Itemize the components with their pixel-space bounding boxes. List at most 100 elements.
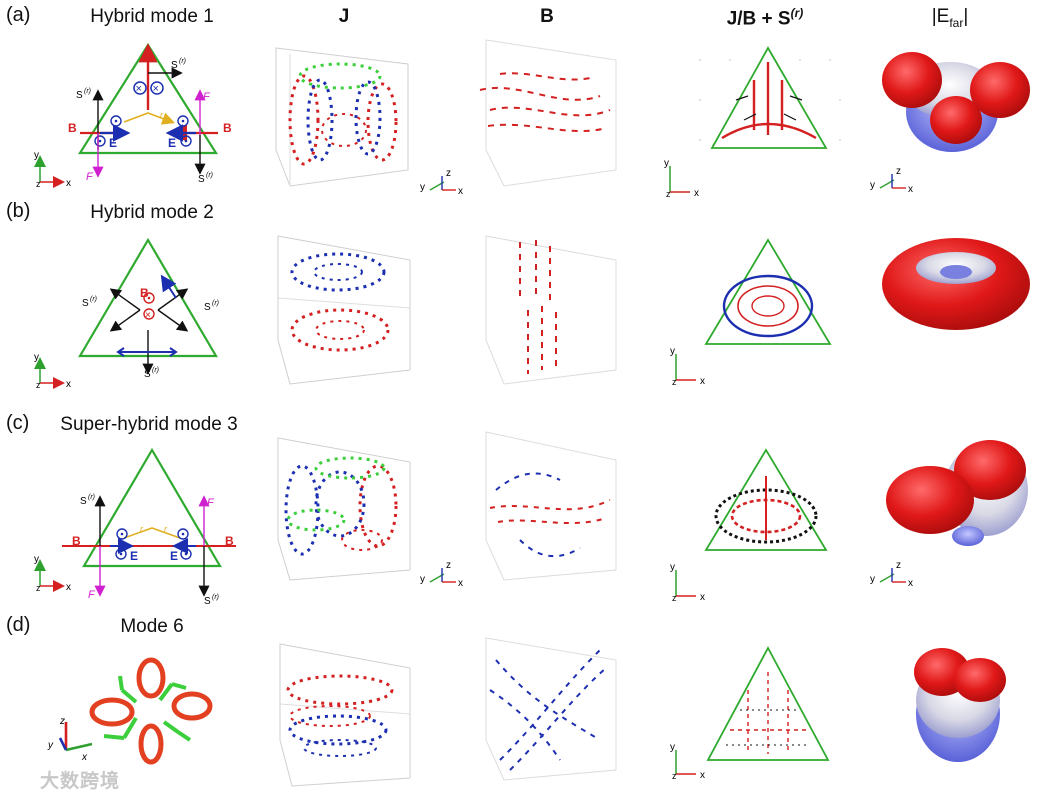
svg-text:(r): (r) [212,300,219,307]
jbs-panel-a: y x z [664,46,841,199]
svg-text:×: × [136,83,142,95]
svg-text:y: y [34,150,39,161]
jb-s-text: J/B + S [726,8,791,30]
svg-text:y: y [47,740,54,751]
jbs-panel-c: y x z [670,448,828,603]
watermark: 大数跨境 [40,771,121,792]
svg-text:x: x [458,578,463,589]
svg-text:y: y [420,182,425,193]
svg-text:x: x [700,376,705,387]
svg-text:z: z [36,179,41,189]
efar-panel-d [914,648,1006,762]
svg-text:B: B [68,121,77,135]
efar-close: | [963,6,969,27]
row-title-b: Hybrid mode 2 [90,202,214,223]
svg-text:(r): (r) [179,58,186,65]
svg-text:z: z [59,716,65,727]
svg-text:y: y [870,180,875,191]
svg-text:B: B [72,534,81,548]
svg-text:S: S [76,90,83,101]
svg-text:E: E [130,549,138,563]
svg-text:(r): (r) [84,88,91,95]
svg-text:(r): (r) [152,367,159,374]
svg-text:(r): (r) [212,594,219,601]
efar-sub: far [949,15,964,30]
schematic-d: z y x [47,657,213,765]
row-label-c: (c) [6,412,30,434]
svg-text:y: y [870,574,875,585]
svg-text:x: x [66,379,71,390]
svg-text:F: F [86,171,94,183]
b-panel-b [485,235,617,385]
column-header-efar: |Efar| [905,6,995,30]
svg-text:r: r [160,110,164,120]
svg-text:S: S [204,302,211,313]
schematic-c: r r B B E E S (r) F S (r) F yxz [34,447,236,607]
svg-text:S: S [82,298,89,309]
svg-text:z: z [36,583,41,593]
efar-panel-b [882,238,1030,330]
svg-text:E: E [170,549,178,563]
svg-text:y: y [670,562,675,573]
svg-text:B: B [225,534,234,548]
svg-text:r: r [164,524,168,534]
b-panel-a [479,39,617,187]
j-panel-b [277,235,411,385]
svg-text:r: r [140,524,144,534]
svg-text:E: E [163,277,171,291]
svg-text:S: S [80,496,87,507]
svg-text:z: z [672,593,677,603]
svg-text:y: y [420,574,425,585]
svg-text:(r): (r) [206,172,213,179]
efar-open: |E [931,6,950,27]
svg-text:S: S [171,60,178,71]
svg-text:y: y [34,352,39,363]
svg-text:z: z [446,168,451,179]
jbs-panel-b: y x z [670,238,832,387]
svg-text:B: B [223,121,232,135]
b-panel-c [485,431,617,581]
row-title-a: Hybrid mode 1 [90,6,214,27]
svg-text:x: x [908,578,913,589]
svg-text:x: x [66,178,71,189]
svg-text:y: y [664,158,669,169]
svg-text:z: z [672,377,677,387]
schematic-b: B × E S (r) S (r) S (r) yxz [34,237,219,390]
svg-text:F: F [88,589,96,601]
svg-text:z: z [672,771,677,781]
svg-text:y: y [34,554,39,565]
column-header-j: J [338,6,350,27]
jbs-panel-d: y x z [670,646,830,781]
svg-text:×: × [145,310,151,321]
svg-text:x: x [81,752,88,763]
svg-text:x: x [908,184,913,195]
jb-s-sup: (r) [790,6,804,20]
svg-text:×: × [153,83,159,95]
j-panel-a [275,47,409,187]
svg-text:z: z [896,560,901,571]
svg-text:(r): (r) [90,296,97,303]
axis-triad-a1: y zx [420,168,463,197]
efar-panel-a: y zx [870,52,1030,195]
svg-text:S: S [198,174,205,185]
svg-text:S: S [144,369,151,380]
svg-text:E: E [109,136,117,150]
column-header-b: B [540,6,554,27]
svg-text:z: z [36,380,41,390]
axis-triad-c1: y zx [420,560,463,589]
svg-text:F: F [207,497,215,509]
row-title-d: Mode 6 [120,616,184,637]
svg-text:x: x [700,770,705,781]
column-header-jb-s: J/B + S(r) [690,6,840,30]
row-title-c: Super-hybrid mode 3 [60,414,238,435]
svg-text:x: x [694,188,699,199]
efar-panel-c: y zx [870,440,1028,589]
b-panel-d [485,637,617,781]
row-label-a: (a) [6,4,31,26]
svg-text:z: z [446,560,451,571]
svg-text:x: x [700,592,705,603]
j-panel-c [277,437,411,581]
row-label-b: (b) [6,200,31,222]
svg-text:x: x [66,582,71,593]
schematic-a: S (r) × × r B B E E S (r) F S (r) F yxz [34,42,232,189]
